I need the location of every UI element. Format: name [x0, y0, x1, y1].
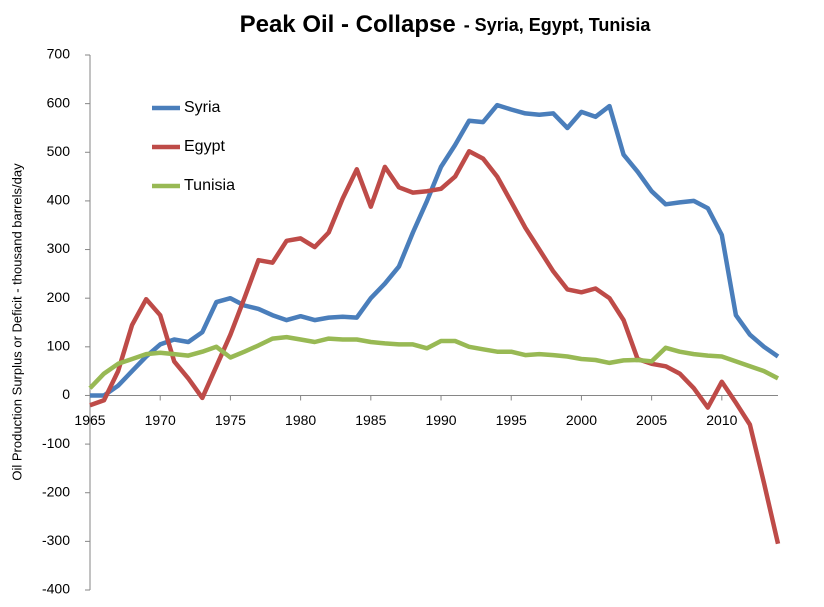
series-line [88, 334, 780, 390]
chart-heading: Peak Oil - Collapse - Syria, Egypt, Tunis… [240, 11, 652, 38]
x-tick-label: 1975 [215, 412, 246, 428]
x-tick-label: 1970 [145, 412, 176, 428]
y-tick-label: -200 [42, 483, 70, 499]
y-tick-label: 200 [47, 289, 71, 305]
y-tick-label: -300 [42, 532, 70, 548]
chart-title: Peak Oil - Collapse [240, 11, 456, 38]
x-tick-label: 1995 [496, 412, 527, 428]
legend-label: Syria [184, 99, 221, 116]
x-tick-label: 1985 [355, 412, 386, 428]
y-tick-label: 500 [47, 143, 71, 159]
x-tick-label: 2000 [566, 412, 597, 428]
x-tick-label: 2005 [636, 412, 667, 428]
chart-subtitle: - Syria, Egypt, Tunisia [464, 15, 652, 35]
x-tick-label: 1965 [74, 412, 105, 428]
x-tick-label: 1980 [285, 412, 316, 428]
y-tick-label: 600 [47, 94, 71, 110]
y-tick-label: -400 [42, 581, 70, 597]
y-tick-label: 400 [47, 192, 71, 208]
legend-label: Tunisia [184, 177, 235, 194]
y-tick-label: -100 [42, 435, 70, 451]
y-tick-label: 700 [47, 46, 71, 62]
y-tick-label: 300 [47, 240, 71, 256]
x-tick-label: 1990 [425, 412, 456, 428]
y-tick-label: 100 [47, 338, 71, 354]
x-tick-label: 2010 [706, 412, 737, 428]
y-tick-label: 0 [62, 386, 70, 402]
y-axis-label: Oil Production Surplus or Deficit - thou… [9, 163, 24, 481]
series-line [89, 149, 781, 545]
legend-label: Egypt [184, 138, 225, 155]
series-line [90, 102, 780, 398]
